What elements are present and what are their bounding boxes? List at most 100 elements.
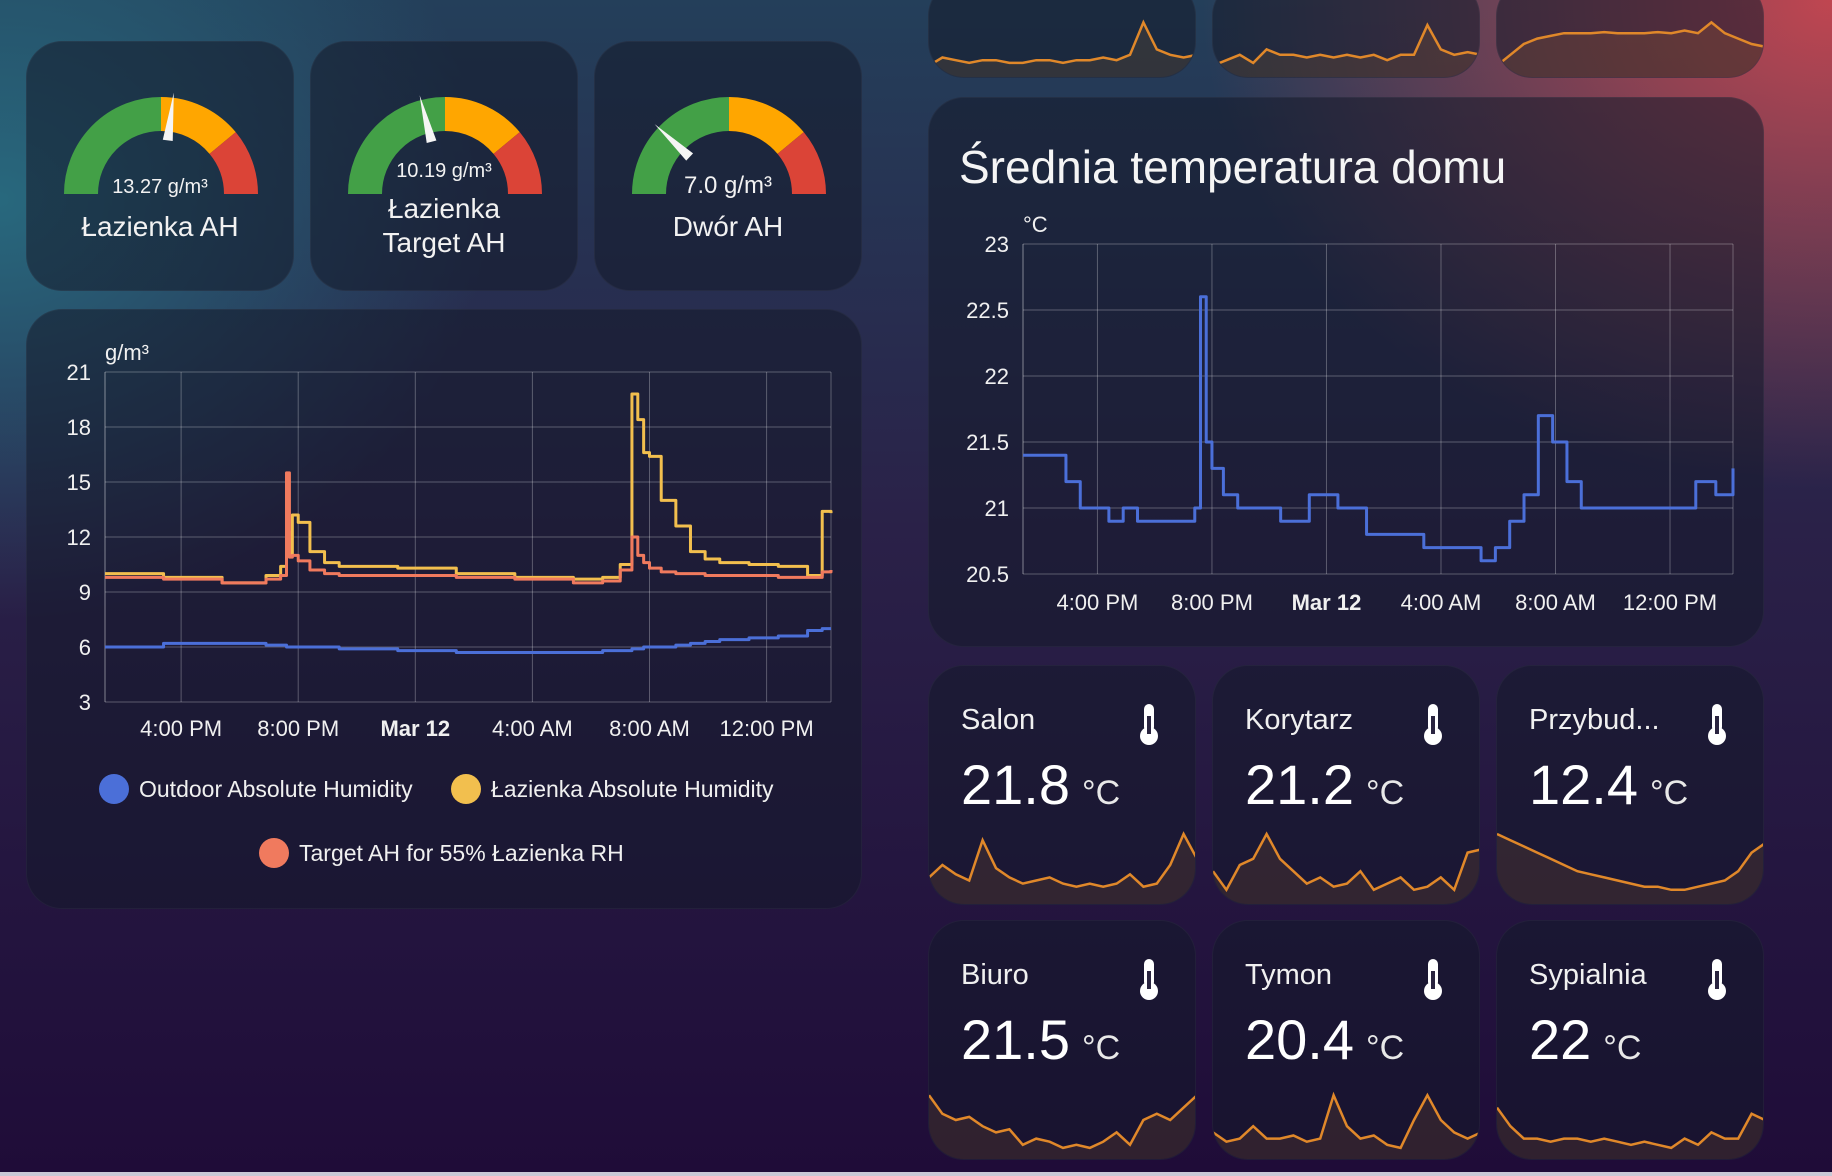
gauge-dial: [632, 97, 826, 195]
y-tick-label: 20.5: [966, 562, 1009, 587]
x-tick-label: 4:00 AM: [1401, 590, 1482, 615]
thermometer-mercury: [1431, 716, 1435, 734]
sparkline: [1497, 832, 1763, 904]
thermometer-icon: [1421, 702, 1445, 751]
sparkline-path: [929, 19, 1195, 67]
x-tick-label: 8:00 AM: [609, 716, 690, 740]
y-tick-label: 21.5: [966, 430, 1009, 455]
gauge-label: Łazienka Target AH: [382, 193, 506, 258]
thermometer-mercury: [1147, 716, 1151, 734]
x-tick-label: Mar 12: [380, 716, 450, 740]
gauge-value: 13.27 g/m³: [112, 176, 208, 198]
sparkline-path: [929, 831, 1195, 889]
temperature-value: 20.4 °C: [1245, 1008, 1405, 1071]
legend-dot: [451, 774, 481, 804]
avg-temperature-card[interactable]: Średnia temperatura domu 23 22.5 22 21.5 21 2…: [928, 97, 1764, 647]
top-sparkline-2: [1213, 22, 1479, 77]
top-tile-1[interactable]: [928, 0, 1196, 78]
y-tick-label: 3: [79, 690, 91, 715]
gauge-segment-red: [209, 132, 258, 195]
temperature-value: 21.8 °C: [961, 753, 1121, 816]
x-tick-label: Mar 12: [1292, 590, 1362, 615]
sparkline-fill: [1213, 834, 1479, 904]
series-line-2: [105, 392, 833, 585]
avg-temperature-chart[interactable]: 23 22.5 22 21.5 21 20.5 4:00 PM 8:00 PM Mar 12 4:…: [929, 188, 1765, 648]
gauge-value: 7.0 g/m³: [683, 172, 773, 199]
gauge-label: Łazienka AH: [81, 211, 239, 242]
thermometer-mercury: [1715, 971, 1719, 989]
sparkline-path: [1497, 20, 1763, 67]
thermometer-bulb: [1140, 982, 1158, 1000]
thermometer-icon: [1705, 702, 1729, 751]
tile-przybudowka[interactable]: Przybud... 12.4 °C: [1496, 665, 1764, 905]
x-tick-label: 4:00 PM: [140, 716, 222, 740]
legend-label: Łazienka Absolute Humidity: [491, 775, 774, 802]
room-name: Biuro: [961, 959, 1029, 991]
gauge-needle: [654, 124, 694, 161]
tile-korytarz[interactable]: Korytarz 21.2 °C: [1212, 665, 1480, 905]
y-tick-label: 18: [67, 415, 91, 440]
gauge-segment-green: [64, 97, 162, 195]
sparkline-fill: [929, 834, 1195, 904]
gauge-card-lazienka-target-ah[interactable]: 10.19 g/m³ Łazienka Target AH: [310, 41, 578, 291]
room-name: Przybud...: [1529, 704, 1660, 736]
legend-item-target[interactable]: Target AH for 55% Łazienka RH: [259, 838, 624, 868]
sparkline-fill: [929, 1095, 1195, 1159]
y-tick-label: 6: [79, 635, 91, 660]
thermometer-icon: [1705, 957, 1729, 1006]
sparkline: [1213, 1091, 1479, 1159]
legend-dot: [259, 838, 289, 868]
series-line-1: [105, 627, 831, 654]
sparkline-fill: [929, 22, 1195, 77]
tile-biuro[interactable]: Biuro 21.5 °C: [928, 920, 1196, 1160]
legend-item-outdoor[interactable]: Outdoor Absolute Humidity: [99, 774, 413, 804]
y-tick-label: 12: [67, 525, 91, 550]
x-tick-label: 8:00 AM: [1515, 590, 1596, 615]
top-tile-3[interactable]: [1496, 0, 1764, 78]
room-name: Sypialnia: [1529, 959, 1647, 991]
y-tick-label: 22.5: [966, 298, 1009, 323]
y-tick-label: 15: [67, 470, 91, 495]
gauge-label: Dwór AH: [672, 211, 784, 242]
gauge-needle: [419, 95, 437, 143]
x-tick-label: 12:00 PM: [1623, 590, 1717, 615]
thermometer-bulb: [1708, 982, 1726, 1000]
sparkline-path: [929, 1094, 1195, 1150]
gauge-card-lazienka-ah[interactable]: 13.27 g/m³ Łazienka AH: [26, 41, 294, 291]
legend-label: Outdoor Absolute Humidity: [139, 775, 413, 802]
tile-sypialnia[interactable]: Sypialnia 22 °C: [1496, 920, 1764, 1160]
x-tick-label: 4:00 AM: [492, 716, 573, 740]
x-tick-label: 12:00 PM: [720, 716, 814, 740]
y-axis-unit: °C: [1023, 212, 1048, 237]
gauge-dial: [348, 95, 542, 195]
thermometer-mercury: [1431, 971, 1435, 989]
thermometer-icon: [1421, 957, 1445, 1006]
thermometer-bulb: [1708, 727, 1726, 745]
temperature-value: 12.4 °C: [1529, 753, 1689, 816]
tile-tymon[interactable]: Tymon 20.4 °C: [1212, 920, 1480, 1160]
bottom-border: [0, 1172, 1832, 1176]
gauge-segment-green: [632, 97, 730, 195]
y-axis-unit: g/m³: [105, 340, 149, 365]
top-tile-2[interactable]: [1212, 0, 1480, 78]
temperature-value: 22 °C: [1529, 1008, 1642, 1071]
humidity-chart[interactable]: 21 18 15 12 9 6 3 4:00 PM 8:00 PM Mar 12 4:00 AM 8:…: [27, 310, 863, 740]
temperature-value: 21.2 °C: [1245, 753, 1405, 816]
series-line-1: [1023, 295, 1735, 563]
gauge-segment-red: [493, 132, 542, 195]
room-name: Salon: [961, 704, 1036, 736]
gauge-card-dwor-ah[interactable]: 7.0 g/m³ Dwór AH: [594, 41, 862, 291]
sparkline-path: [1213, 831, 1479, 893]
thermometer-icon: [1137, 957, 1161, 1006]
tile-salon[interactable]: Salon 21.8 °C: [928, 665, 1196, 905]
sparkline-fill: [1213, 25, 1479, 77]
room-name: Korytarz: [1245, 704, 1353, 736]
thermometer-bulb: [1424, 727, 1442, 745]
humidity-history-card[interactable]: 21 18 15 12 9 6 3 4:00 PM 8:00 PM Mar 12 4:00 AM 8:…: [26, 309, 862, 909]
legend-item-lazienka[interactable]: Łazienka Absolute Humidity: [451, 774, 774, 804]
gauge-segment-orange: [728, 97, 804, 155]
top-sparkline-1: [929, 19, 1195, 77]
gauge-needle: [162, 92, 174, 142]
y-tick-label: 21: [985, 496, 1009, 521]
sparkline-path: [1213, 22, 1479, 67]
